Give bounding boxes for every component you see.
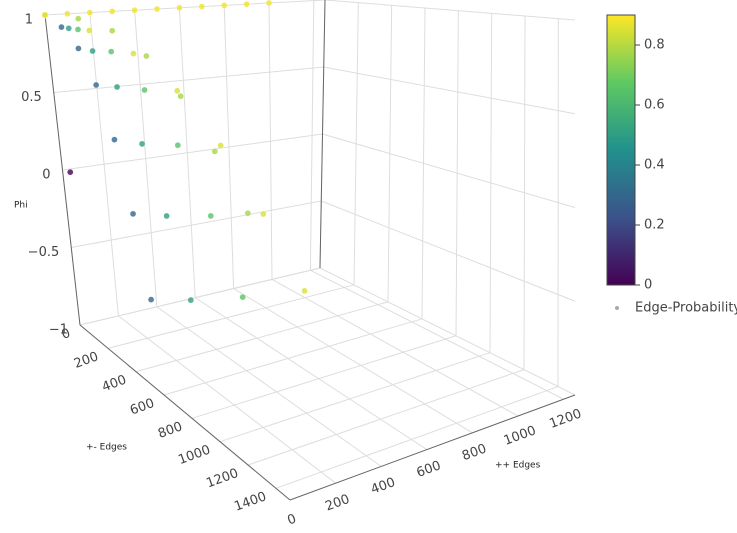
z-axis-title: Phi xyxy=(14,201,28,211)
axis-line xyxy=(319,0,326,269)
grid-line xyxy=(323,66,576,115)
point xyxy=(174,87,181,94)
x-tick-label: 400 xyxy=(369,475,397,498)
grid-line xyxy=(163,318,423,396)
point xyxy=(109,8,116,15)
point xyxy=(177,93,184,100)
point xyxy=(221,2,228,9)
point xyxy=(138,140,146,148)
grid-line xyxy=(319,267,576,396)
grid-line xyxy=(71,200,322,248)
point xyxy=(130,50,137,57)
point xyxy=(41,11,49,19)
point xyxy=(86,27,93,34)
colorbar-tick-label: 0.2 xyxy=(644,218,665,233)
y-tick-label: 200 xyxy=(72,349,100,372)
legend-label: Edge-Probability xyxy=(635,301,737,316)
point xyxy=(113,83,121,91)
point xyxy=(244,210,251,217)
point xyxy=(131,7,138,14)
y-tick-label: 1000 xyxy=(176,443,212,468)
x-tick-label: 200 xyxy=(323,492,351,515)
point xyxy=(163,212,170,220)
grid-line xyxy=(321,200,576,302)
axis-line xyxy=(44,14,81,326)
y-tick-label: 800 xyxy=(156,419,184,442)
point xyxy=(187,296,194,304)
grid-line xyxy=(156,306,382,467)
grid-line xyxy=(275,386,559,489)
grid-line xyxy=(247,369,525,466)
grid-line xyxy=(233,288,473,434)
point xyxy=(111,136,118,143)
y-axis-title: +- Edges xyxy=(86,443,127,453)
z-tick-label: 0.5 xyxy=(21,90,42,105)
colorbar-tick-label: 0.4 xyxy=(644,158,665,173)
grid-line xyxy=(53,66,324,93)
grid-line xyxy=(322,133,576,208)
z-tick-label: −1 xyxy=(49,323,68,338)
x-tick-label: 600 xyxy=(415,458,443,481)
x-axis-title: ++ Edges xyxy=(495,461,541,471)
colorbar-tick-label: 0 xyxy=(644,278,652,293)
point xyxy=(239,293,246,301)
point xyxy=(147,296,155,303)
legend-marker xyxy=(615,306,619,310)
y-tick-label: 1400 xyxy=(232,489,268,514)
point xyxy=(75,15,82,22)
grid-line xyxy=(194,297,428,451)
grid-line xyxy=(310,269,564,400)
point xyxy=(176,4,183,11)
point xyxy=(153,5,161,13)
x-tick-label: 1200 xyxy=(547,406,583,431)
point xyxy=(265,0,273,7)
point xyxy=(64,10,71,17)
y-tick-label: 400 xyxy=(100,373,128,396)
grid-line xyxy=(324,0,576,21)
grid-line xyxy=(118,315,336,484)
point xyxy=(67,169,74,176)
point xyxy=(89,47,96,55)
point xyxy=(260,210,267,218)
point xyxy=(217,142,224,149)
y-tick-label: 1200 xyxy=(204,466,240,491)
grid-line xyxy=(62,133,323,171)
colorbar-tick-label: 0.8 xyxy=(644,38,665,53)
grid-line xyxy=(107,284,355,349)
point xyxy=(108,48,115,55)
grid-line xyxy=(271,278,519,417)
colorbar-tick-label: 0.6 xyxy=(644,98,665,113)
y-tick-label: 600 xyxy=(128,396,156,419)
point xyxy=(58,23,65,31)
axis-line xyxy=(289,394,576,501)
point xyxy=(86,9,93,16)
point xyxy=(243,1,250,8)
z-tick-label: 0 xyxy=(42,168,50,183)
point xyxy=(174,142,181,149)
point xyxy=(198,3,205,10)
x-tick-label: 0 xyxy=(286,512,299,529)
point xyxy=(65,25,72,32)
point xyxy=(129,210,137,218)
grid-line xyxy=(219,352,491,443)
point xyxy=(74,26,82,33)
point xyxy=(301,287,308,295)
point xyxy=(75,45,82,52)
axis-line xyxy=(79,324,291,501)
x-tick-label: 800 xyxy=(460,442,488,465)
point xyxy=(207,212,214,220)
point xyxy=(92,81,100,89)
z-tick-label: 1 xyxy=(25,13,33,28)
z-tick-label: −0.5 xyxy=(28,245,60,260)
colorbar xyxy=(606,14,636,286)
point xyxy=(211,148,218,155)
point xyxy=(141,86,148,94)
grid-line xyxy=(79,267,321,326)
grid-line xyxy=(135,301,389,373)
grid-line xyxy=(191,335,457,419)
point xyxy=(109,27,116,34)
x-tick-label: 1000 xyxy=(502,423,538,448)
point xyxy=(143,52,150,60)
